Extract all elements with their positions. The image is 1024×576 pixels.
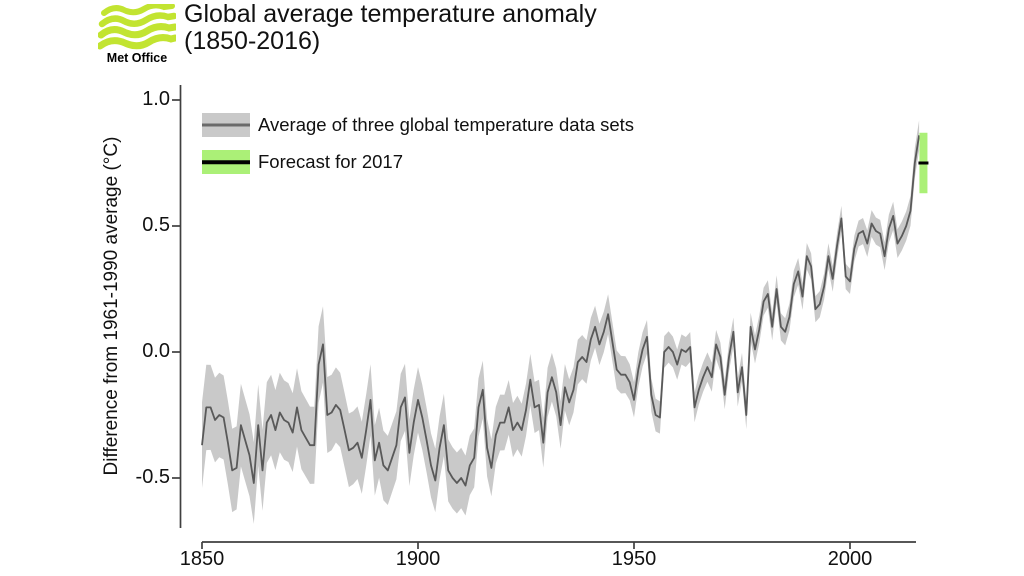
chart-title-line2: (1850-2016) <box>184 27 321 55</box>
x-tick-label: 1850 <box>179 548 225 570</box>
legend-label-forecast: Forecast for 2017 <box>258 151 403 172</box>
y-axis-title: Difference from 1961-1990 average (°C) <box>101 136 122 476</box>
y-tick-label: -0.5 <box>135 466 170 488</box>
met-office-logo-icon <box>98 4 176 50</box>
y-tick-label: 0.5 <box>142 214 170 236</box>
x-tick-label: 1950 <box>611 548 657 570</box>
chart-title: Global average temperature anomaly (1850… <box>184 1 944 55</box>
legend-swatch-average-line-icon <box>202 123 250 127</box>
chart-title-line1: Global average temperature anomaly <box>184 0 597 28</box>
legend-swatch-average <box>202 113 250 137</box>
forecast-central-line <box>918 161 929 165</box>
met-office-logo-text: Met Office <box>106 51 168 65</box>
legend-swatch-forecast <box>202 150 250 174</box>
y-tick-label: 1.0 <box>142 88 170 110</box>
average-temperature-line <box>201 135 920 487</box>
forecast-band <box>919 132 928 194</box>
y-tick-label: 0.0 <box>142 340 170 362</box>
legend-label-average: Average of three global temperature data… <box>258 114 635 135</box>
x-tick-label: 2000 <box>827 548 873 570</box>
legend-swatch-forecast-line-icon <box>202 160 250 164</box>
uncertainty-band <box>202 120 920 524</box>
x-tick-label: 1900 <box>395 548 441 570</box>
